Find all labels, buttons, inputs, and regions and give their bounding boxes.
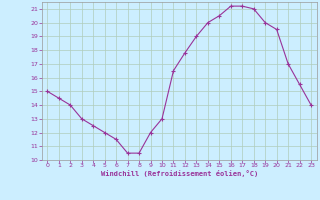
X-axis label: Windchill (Refroidissement éolien,°C): Windchill (Refroidissement éolien,°C): [100, 170, 258, 177]
